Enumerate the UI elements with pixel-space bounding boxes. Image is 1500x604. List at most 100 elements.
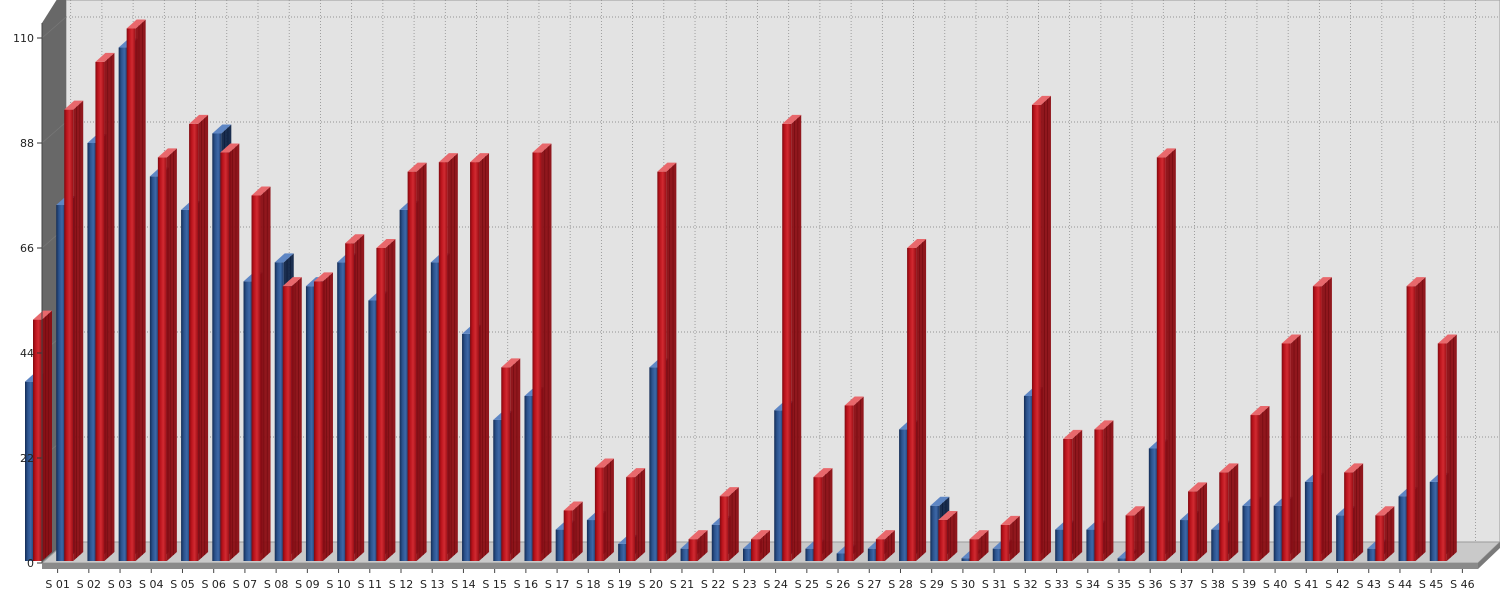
bar-top-face [438,153,458,163]
bar-series-2 [1125,506,1145,561]
bar-front-face [274,262,284,561]
x-axis-tick-label: S 37 [1169,578,1193,591]
bar-front-face [1367,548,1377,561]
bar-front-face [618,543,628,561]
grid-line-side [41,16,67,39]
bar-front-face [930,505,940,561]
bar-top-face [1250,406,1270,416]
x-axis-tick-label: S 36 [1138,578,1162,591]
bar-front-face [1148,448,1158,561]
bar-series-2 [470,153,490,561]
bar-series-2 [1437,334,1457,561]
bar-front-face [64,109,74,561]
x-axis-tick-label: S 05 [170,578,194,591]
bar-series-2 [157,148,177,561]
bar-series-2 [938,511,958,561]
bar-front-face [1398,496,1408,561]
x-axis-tick-label: S 18 [576,578,600,591]
x-axis-tick-label: S 29 [919,578,943,591]
x-axis-tick-label: S 41 [1294,578,1318,591]
bar-front-face [1125,515,1135,561]
bar-front-face [1304,481,1314,561]
bar-side-face [354,234,365,561]
bar-side-face [104,52,115,561]
bar-top-face [1312,277,1332,287]
bar-side-face [1134,506,1145,561]
bar-top-face [782,114,802,124]
bar-front-face [1336,515,1346,561]
bar-front-face [586,520,596,561]
x-axis-tick-label: S 01 [45,578,69,591]
bar-side-face [1103,420,1114,561]
bar-front-face [251,195,261,561]
bar-series-2 [438,153,458,561]
bar-series-2 [813,468,833,561]
x-axis-tick-label: S 06 [201,578,225,591]
bar-front-face [438,162,448,561]
x-axis-tick-label: S 02 [77,578,101,591]
y-axis-tick-label: 0 [27,557,34,570]
bar-series-2 [95,52,115,561]
x-axis-tick-label: S 30 [951,578,975,591]
x-axis-tick-label: S 24 [763,578,787,591]
bar-top-face [1281,334,1301,344]
bar-top-face [907,239,927,248]
x-axis-tick-label: S 25 [795,578,819,591]
chart-floor-edge [42,563,1478,569]
bar-front-face [1219,472,1229,561]
bar-top-face [1219,463,1239,473]
bar-front-face [56,205,66,561]
bar-front-face [1437,343,1447,561]
bar-front-face [1188,491,1198,561]
bar-front-face [563,510,573,561]
bar-side-face [853,396,864,561]
bar-front-face [1117,558,1127,561]
bar-front-face [118,47,128,561]
bar-top-face [157,148,177,158]
bar-series-2 [282,277,302,561]
bar-side-face [822,468,833,561]
bar-front-face [181,209,191,561]
bar-front-face [719,496,729,561]
bar-front-face [626,477,636,561]
bar-side-face [198,114,209,561]
bar-front-face [87,143,97,561]
x-axis-tick-label: S 28 [888,578,912,591]
x-axis-tick-label: S 45 [1419,578,1443,591]
bar-series-2 [1063,429,1083,561]
bar-side-face [947,511,958,561]
x-axis-tick-label: S 13 [420,578,444,591]
x-axis-tick-label: S 04 [139,578,163,591]
bar-front-face [961,558,971,561]
x-axis-tick-label: S 33 [1044,578,1068,591]
bar-front-face [649,367,659,561]
bar-series-2 [907,239,927,561]
bar-side-face [572,501,583,561]
bar-side-face [1321,277,1332,561]
bar-top-face [1375,506,1395,516]
bar-front-face [992,548,1002,561]
y-axis-tick-label: 88 [20,137,34,150]
bar-side-face [1040,95,1051,562]
bar-side-face [760,530,770,561]
bar-front-face [711,524,721,561]
bar-series-2 [626,468,646,561]
bar-series-2 [33,310,52,561]
x-axis-tick-label: S 07 [233,578,257,591]
bar-series-2 [782,114,802,561]
x-axis-tick-label: S 09 [295,578,319,591]
bar-top-face [274,253,294,263]
bar-side-face [1228,463,1239,561]
bar-series-2 [751,530,770,561]
bar-top-face [563,501,583,511]
x-axis-tick-label: S 35 [1107,578,1131,591]
bar-front-face [1180,520,1190,561]
bar-front-face [368,300,378,561]
bar-side-face [479,153,490,561]
x-axis-tick-label: S 11 [358,578,382,591]
x-axis-tick-label: S 38 [1200,578,1224,591]
bar-top-face [501,358,521,368]
bar-side-face [166,148,177,561]
bar-series-2 [1156,148,1176,561]
bar-side-face [1165,148,1176,561]
